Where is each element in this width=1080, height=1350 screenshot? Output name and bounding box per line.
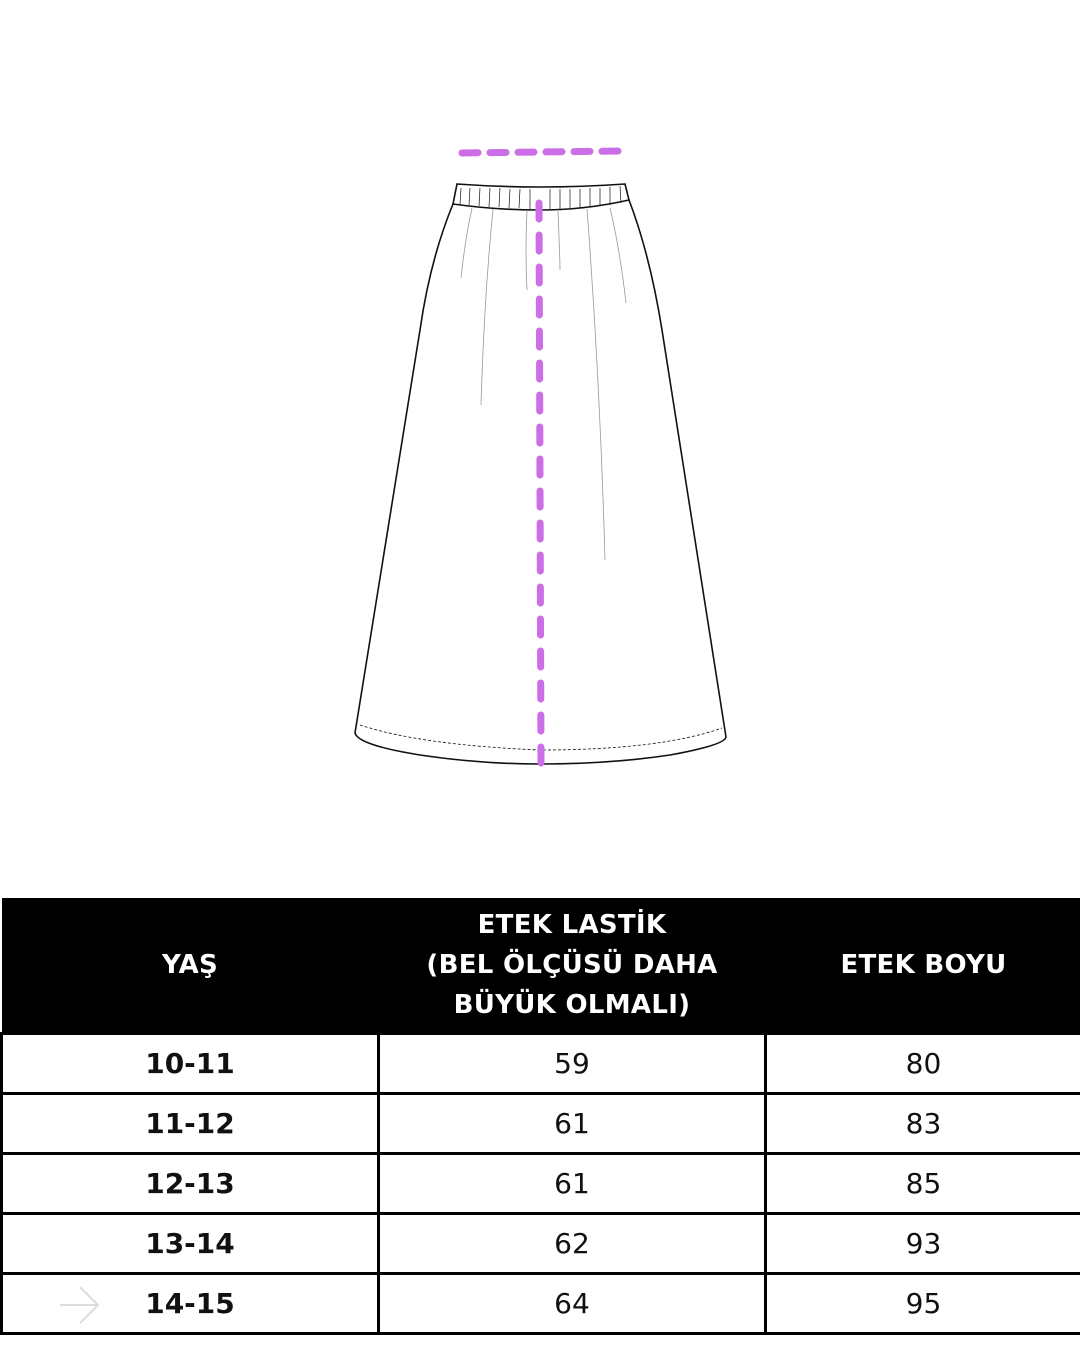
size-table: YAŞ ETEK LASTİK (BEL ÖLÇÜSÜ DAHA BÜYÜK O…: [0, 898, 1080, 1335]
cell-length: 85: [764, 1152, 1080, 1215]
cell-age: 13-14: [0, 1212, 380, 1275]
cell-age: 11-12: [0, 1092, 380, 1155]
table-header-row: YAŞ ETEK LASTİK (BEL ÖLÇÜSÜ DAHA BÜYÜK O…: [1, 898, 1080, 1034]
cell-length: 93: [764, 1212, 1080, 1275]
table-row: 12-13 61 85: [0, 1152, 1080, 1215]
cell-length: 95: [764, 1272, 1080, 1335]
header-waist-line: (BEL ÖLÇÜSÜ DAHA: [426, 950, 718, 980]
cell-age: 12-13: [0, 1152, 380, 1215]
table-row: 11-12 61 83: [0, 1092, 1080, 1155]
cell-age: 14-15: [0, 1272, 380, 1335]
length-measure-line: [535, 199, 545, 769]
header-length: ETEK BOYU: [765, 898, 1080, 1034]
table-row: 13-14 62 93: [0, 1212, 1080, 1275]
cell-waist: 59: [377, 1032, 767, 1095]
cell-waist: 61: [377, 1152, 767, 1215]
cell-age: 10-11: [0, 1032, 380, 1095]
header-age: YAŞ: [1, 898, 379, 1034]
header-waist-line: BÜYÜK OLMALI): [453, 990, 691, 1020]
cell-waist: 61: [377, 1092, 767, 1155]
table-row: 10-11 59 80: [0, 1032, 1080, 1095]
cell-length: 83: [764, 1092, 1080, 1155]
cell-waist: 64: [377, 1272, 767, 1335]
header-waist-line: ETEK LASTİK: [477, 910, 667, 940]
arrow-right-icon[interactable]: [58, 1285, 102, 1325]
cell-waist: 62: [377, 1212, 767, 1275]
table-row: 14-15 64 95: [0, 1272, 1080, 1335]
cell-length: 80: [764, 1032, 1080, 1095]
waist-measure-line: [458, 147, 624, 157]
waistband: [452, 183, 630, 211]
header-waist: ETEK LASTİK (BEL ÖLÇÜSÜ DAHA BÜYÜK OLMAL…: [378, 898, 766, 1034]
skirt-illustration: [354, 147, 727, 769]
